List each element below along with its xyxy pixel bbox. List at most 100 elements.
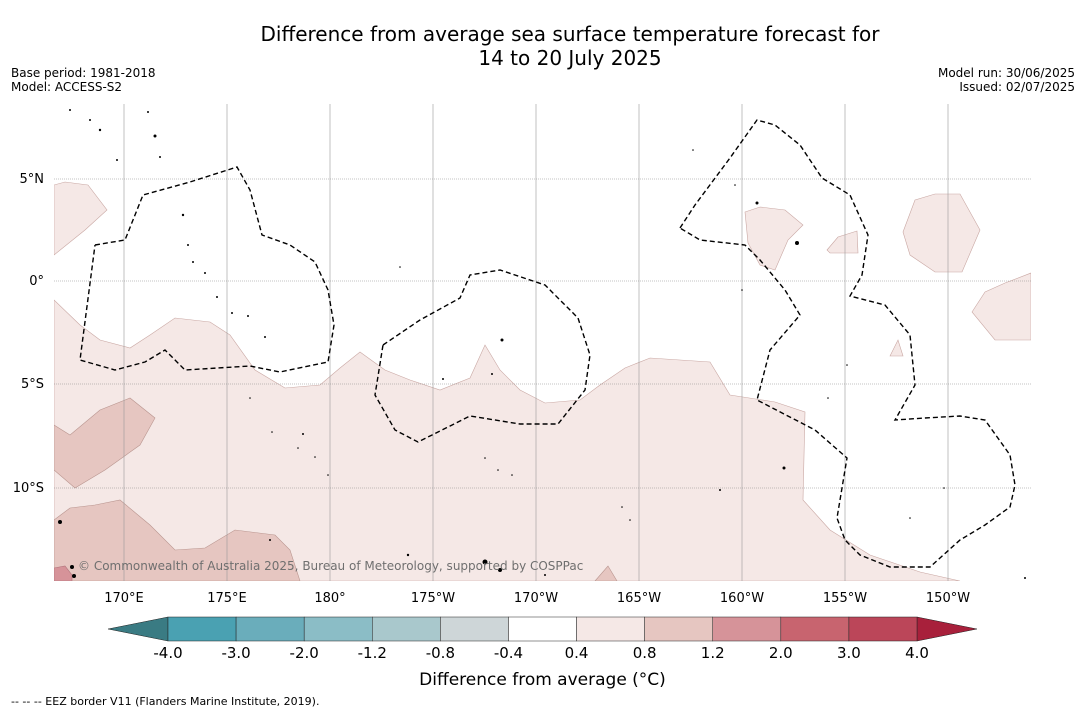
lon-label: 160°W — [720, 591, 764, 606]
island — [498, 568, 502, 572]
island — [943, 487, 945, 489]
island — [734, 184, 736, 186]
island — [741, 289, 743, 291]
anomaly-region-nw — [54, 181, 108, 256]
island — [755, 201, 759, 205]
island — [69, 109, 71, 111]
anomaly-region-ne2 — [826, 230, 859, 254]
island — [302, 433, 304, 435]
island — [629, 519, 631, 521]
island — [216, 296, 218, 298]
colorbar-segment — [712, 616, 782, 642]
lon-label: 175°W — [411, 591, 455, 606]
island — [406, 553, 410, 557]
island — [500, 338, 504, 342]
colorbar-tick: 0.8 — [633, 644, 657, 662]
island — [89, 119, 91, 121]
island — [72, 574, 76, 578]
island — [249, 397, 251, 399]
colorbar-tick: -4.0 — [153, 644, 182, 662]
island — [247, 315, 249, 317]
run-info: Model run: 30/06/2025 Issued: 02/07/2025 — [938, 66, 1075, 94]
anomaly-region-0-4 — [54, 299, 961, 581]
lon-label: 150°W — [926, 591, 970, 606]
anomaly-region-ne3 — [902, 193, 981, 273]
eez-border-east — [679, 119, 1016, 568]
lat-label: 10°S — [13, 481, 44, 496]
colorbar-tick: 1.2 — [701, 644, 725, 662]
lon-label: 175°E — [207, 591, 247, 606]
eez-footnote: -- -- -- EEZ border V11 (Flanders Marine… — [11, 695, 320, 708]
anomaly-region-0-8-west — [54, 397, 156, 489]
colorbar-tick: -2.0 — [290, 644, 319, 662]
island — [482, 559, 488, 565]
island — [399, 266, 401, 268]
lon-label: 170°E — [104, 591, 144, 606]
island — [231, 312, 233, 314]
island — [204, 272, 206, 274]
island — [192, 261, 194, 263]
lat-label: 5°S — [21, 377, 44, 392]
title-line-2: 14 to 20 July 2025 — [478, 46, 662, 70]
lon-label: 165°W — [617, 591, 661, 606]
model-run: Model run: 30/06/2025 — [937, 66, 1075, 80]
island — [827, 397, 829, 399]
lat-label: 5°N — [20, 172, 45, 187]
issued-date: Issued: 02/07/2025 — [959, 80, 1075, 94]
colorbar-segment — [780, 616, 850, 642]
colorbar-segment — [440, 616, 509, 642]
island — [484, 457, 486, 459]
island — [1024, 577, 1026, 579]
lat-label: 0° — [29, 274, 44, 289]
lon-label: 180° — [314, 591, 345, 606]
island — [846, 364, 848, 366]
colorbar-tick: 2.0 — [769, 644, 793, 662]
colorbar-segment — [644, 616, 713, 642]
island — [621, 506, 623, 508]
colorbar-segment — [508, 616, 577, 642]
colorbar-segment — [372, 616, 441, 642]
island — [159, 156, 161, 158]
island — [327, 474, 329, 476]
anomaly-region-ne4 — [971, 272, 1031, 341]
island — [544, 574, 546, 576]
island — [147, 111, 149, 113]
island — [297, 447, 299, 449]
anomaly-region-ne1 — [744, 206, 804, 271]
island — [442, 378, 444, 380]
island — [692, 149, 694, 151]
island — [70, 565, 74, 569]
colorbar-segment — [235, 616, 305, 642]
island — [719, 489, 721, 491]
colorbar-under-arrow — [107, 616, 169, 642]
colorbar-tick: -0.4 — [494, 644, 523, 662]
colorbar: -4.0 -3.0 -2.0 -1.2 -0.8 -0.4 0.4 0.8 1.2 2.0 3.0 4… — [107, 616, 978, 662]
island — [497, 469, 499, 471]
colorbar-tick: 3.0 — [837, 644, 861, 662]
anomaly-region-0-8-south — [54, 499, 301, 581]
islands — [58, 109, 1026, 579]
colorbar-over-arrow — [916, 616, 978, 642]
island — [187, 244, 189, 246]
island — [58, 520, 62, 524]
model-name: Model: ACCESS-S2 — [11, 80, 123, 94]
colorbar-tick: -3.0 — [221, 644, 250, 662]
colorbar-tick: -0.8 — [426, 644, 455, 662]
base-info: Base period: 1981-2018 Model: ACCESS-S2 — [11, 66, 156, 94]
island — [782, 466, 786, 470]
colorbar-tick: 0.4 — [565, 644, 589, 662]
island — [116, 159, 118, 161]
colorbar-segment — [576, 616, 645, 642]
eez-border-central — [374, 269, 591, 443]
lon-label: 170°W — [514, 591, 558, 606]
colorbar-label: Difference from average (°C) — [419, 670, 666, 690]
island — [269, 539, 271, 541]
island — [98, 128, 102, 132]
island — [271, 431, 273, 433]
eez-borders — [79, 119, 1016, 568]
colorbar-tick: -1.2 — [358, 644, 387, 662]
colorbar-segment — [848, 616, 918, 642]
island — [314, 456, 316, 458]
map-title: Difference from average sea surface temp… — [0, 22, 1085, 70]
island — [511, 474, 513, 476]
